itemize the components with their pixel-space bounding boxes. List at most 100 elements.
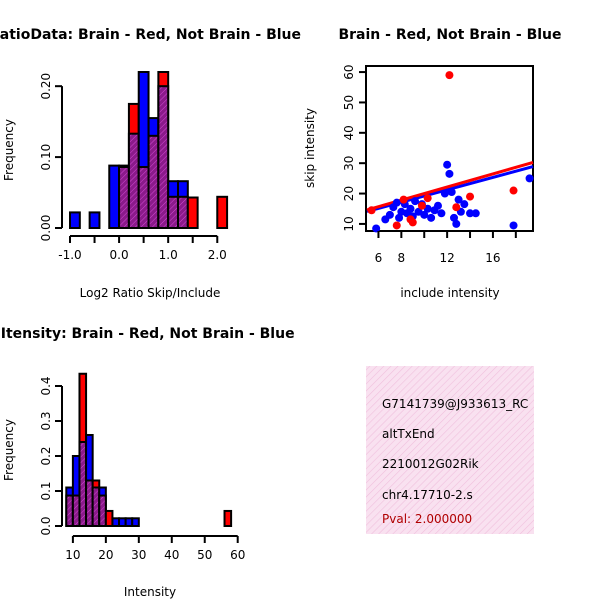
scatter-y-tick-label-1: 20	[342, 186, 356, 201]
location-text: chr4.17710-2.s	[382, 488, 473, 502]
not-brain-point-4	[392, 198, 401, 207]
brain-point-1	[392, 221, 401, 230]
ratio-hist-x-tick-label-2: 1.0	[159, 248, 178, 262]
not-brain-point-0	[372, 224, 381, 233]
not-brain-point-28	[460, 200, 469, 209]
ratio-hist-bar-not-brain-2	[88, 211, 101, 229]
not-brain-point-2	[385, 210, 394, 219]
intensity-hist-x-tick-label-4: 50	[197, 548, 212, 562]
intensity-histogram-bars	[65, 372, 233, 528]
intensity-histogram-panel: Gene Itensity: Brain - Red, Not Brain - …	[0, 326, 295, 599]
ratio-hist-bar-overlap-10	[167, 195, 180, 230]
scatter-y-tick-label-2: 30	[342, 156, 356, 171]
ratio-histogram-axes: -1.0 0.0 1.0 2.0 0.00 0.10 0.20	[39, 73, 227, 262]
not-brain-point-31	[509, 221, 518, 230]
not-brain-point-26	[454, 195, 463, 204]
brain-point-8	[452, 203, 461, 212]
intensity-histogram-title: Gene Itensity: Brain - Red, Not Brain - …	[0, 326, 295, 342]
scatter-xlabel: include intensity	[400, 286, 499, 300]
brain-point-2	[399, 195, 408, 204]
intensity-hist-y-tick-label-3: 0.3	[39, 411, 53, 430]
brain-point-4	[408, 218, 417, 227]
gene-info-background	[366, 366, 534, 534]
scatter-y-tick-label-4: 50	[342, 95, 356, 110]
intensity-histogram-xlabel: Intensity	[124, 585, 176, 599]
intensity-hist-bar-not-brain-10	[131, 517, 140, 527]
scatter-x-tick-label-2: 12	[439, 251, 454, 265]
ratio-hist-bar-not-brain-4	[108, 164, 121, 230]
scatter-y-tick-label-3: 40	[342, 125, 356, 140]
ratio-hist-bar-overlap-8	[147, 134, 160, 229]
scatter-x-tick-label-1: 8	[398, 251, 406, 265]
scatter-frame	[365, 65, 534, 232]
intensity-hist-x-tick-label-2: 30	[131, 548, 146, 562]
intensity-hist-y-tick-label-0: 0.0	[39, 516, 53, 535]
not-brain-point-16	[427, 213, 436, 222]
not-brain-point-20	[440, 189, 449, 198]
brain-point-7	[445, 71, 454, 80]
ratio-hist-bar-overlap-7	[137, 166, 150, 230]
ratio-hist-bar-overlap-9	[157, 85, 170, 229]
not-brain-point-25	[452, 219, 461, 228]
not-brain-point-18	[433, 201, 442, 210]
not-brain-point-14	[420, 210, 429, 219]
intensity-hist-y-tick-label-1: 0.1	[39, 481, 53, 500]
scatter-x-tick-label-3: 16	[485, 251, 500, 265]
intensity-hist-x-tick-label-3: 40	[164, 548, 179, 562]
not-brain-point-22	[445, 169, 454, 178]
intensity-hist-y-tick-label-2: 0.2	[39, 446, 53, 465]
pval-text: Pval: 2.000000	[382, 512, 472, 526]
gene-id-text: G7141739@J933613_RC	[382, 397, 528, 411]
ratio-hist-y-tick-label-1: 0.10	[39, 144, 53, 171]
brain-point-5	[417, 201, 426, 210]
not-brain-point-32	[525, 174, 534, 183]
ratio-hist-bar-overlap-5	[118, 166, 130, 230]
ratio-hist-bar-brain-12	[186, 196, 199, 230]
ratio-hist-bar-overlap-6	[127, 132, 140, 229]
intensity-hist-x-tick-label-1: 20	[98, 548, 113, 562]
ratio-hist-bar-not-brain-0	[69, 211, 81, 229]
scatter-y-tick-label-0: 10	[342, 216, 356, 231]
intensity-histogram-axes: 10 20 30 40 50 60 0.0 0.1 0.2 0.3 0.4	[39, 376, 245, 562]
ratio-hist-y-tick-label-2: 0.20	[39, 73, 53, 100]
ratio-histogram-ylabel: Frequency	[2, 119, 16, 181]
ratio-hist-bar-overlap-11	[177, 195, 189, 230]
brain-point-9	[466, 192, 475, 201]
scatter-x-tick-label-0: 6	[375, 251, 383, 265]
scatter-ylabel: skip intensity	[303, 108, 317, 188]
not-brain-point-19	[437, 209, 446, 218]
not-brain-point-23	[447, 188, 456, 197]
ratio-hist-x-tick-label-0: -1.0	[58, 248, 81, 262]
gene-info-panel: G7141739@J933613_RC altTxEnd 2210012G02R…	[366, 366, 534, 534]
intensity-hist-x-tick-label-0: 10	[65, 548, 80, 562]
scatter-title: Brain - Red, Not Brain - Blue	[338, 27, 561, 43]
not-brain-point-21	[443, 160, 452, 169]
not-brain-point-24	[450, 213, 459, 222]
intensity-histogram-ylabel: Frequency	[2, 419, 16, 481]
ratio-histogram-title: RatioData: Brain - Red, Not Brain - Blue	[0, 27, 301, 43]
ratio-histogram-panel: RatioData: Brain - Red, Not Brain - Blue…	[0, 27, 301, 300]
brain-fit-line	[366, 160, 534, 212]
ratio-hist-x-tick-label-1: 0.0	[110, 248, 129, 262]
intensity-hist-y-tick-label-4: 0.4	[39, 376, 53, 395]
not-brain-point-5	[395, 213, 404, 222]
not-brain-point-30	[471, 209, 480, 218]
ratio-histogram-xlabel: Log2 Ratio Skip/Include	[80, 286, 221, 300]
scatter-axes: 6 8 12 16 10 20 30 40 50 60	[342, 64, 517, 265]
event-type-text: altTxEnd	[382, 427, 435, 441]
ratio-hist-y-tick-label-0: 0.00	[39, 215, 53, 242]
intensity-hist-x-tick-label-5: 60	[230, 548, 245, 562]
intensity-hist-bar-brain-12	[223, 509, 233, 528]
brain-point-10	[509, 186, 518, 195]
ratio-hist-bar-brain-15	[216, 195, 229, 230]
brain-point-6	[423, 194, 432, 203]
scatter-y-tick-label-5: 60	[342, 64, 356, 79]
not-brain-point-11	[411, 197, 420, 206]
gene-name-text: 2210012G02Rik	[382, 457, 479, 471]
not-brain-point-9	[406, 204, 415, 213]
scatter-points	[367, 71, 534, 233]
ratio-hist-x-tick-label-3: 2.0	[208, 248, 227, 262]
ratio-histogram-bars	[69, 71, 229, 230]
intensity-scatter-panel: Brain - Red, Not Brain - Blue 6 8 12 16 10 20…	[303, 27, 562, 300]
